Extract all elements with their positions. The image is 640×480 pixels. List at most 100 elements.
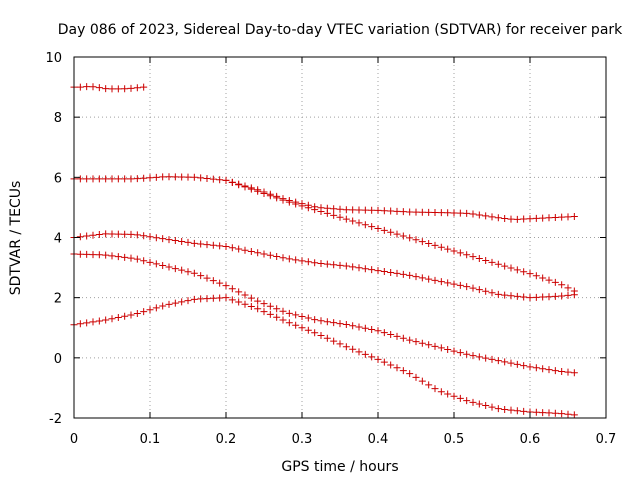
data-point [152,304,160,312]
x-tick-label: 0.6 [520,432,541,447]
data-point [127,311,135,319]
data-point [558,292,566,300]
data-point [89,83,97,91]
data-point [317,208,325,216]
data-point [146,258,154,266]
data-point [431,208,439,216]
data-point [197,295,205,303]
data-point [380,268,388,276]
data-point [178,173,186,181]
data-point [285,319,293,327]
data-point [368,206,376,214]
data-point [456,394,464,402]
data-point [469,398,477,406]
data-point [564,213,572,221]
data-point [488,355,496,363]
data-point [76,233,84,241]
data-point [165,300,173,308]
data-point [298,324,306,332]
data-point [102,85,110,93]
data-point [399,367,407,375]
data-point [431,276,439,284]
data-point [304,258,312,266]
data-point [235,298,243,306]
data-point [336,261,344,269]
data-point [304,326,312,334]
data-point [140,232,148,240]
data-point [475,286,483,294]
data-point [456,281,464,289]
data-point [539,214,547,222]
data-point [380,358,388,366]
data-point [418,238,426,246]
data-point [76,250,84,258]
data-point [355,206,363,214]
data-point [254,297,262,305]
data-point [342,343,350,351]
data-point [551,278,559,286]
data-point [89,231,97,239]
x-axis-label: GPS time / hours [281,459,398,475]
data-point [444,209,452,217]
data-point [108,175,116,183]
data-point [83,319,91,327]
data-point [114,175,122,183]
data-point [399,208,407,216]
data-point [450,247,458,255]
data-point [266,302,274,310]
data-point [95,84,103,92]
data-point [171,265,179,273]
data-point [374,327,382,335]
data-point [178,266,186,274]
data-point [558,367,566,375]
data-point [203,274,211,282]
data-point [203,174,211,182]
data-point [507,264,515,272]
data-point [501,214,509,222]
data-point [317,317,325,325]
data-point [222,282,230,290]
data-point [209,241,217,249]
data-point [108,252,116,260]
data-point [513,266,521,274]
data-point [482,256,490,264]
data-point [146,174,154,182]
data-point [304,314,312,322]
data-point [159,173,167,181]
data-point [355,219,363,227]
series-satellite-1 [70,83,148,93]
data-point [507,406,515,414]
data-point [463,283,471,291]
data-point [393,332,401,340]
y-tick-label: 6 [54,171,62,186]
data-point [558,410,566,418]
data-point [437,344,445,352]
data-point [444,390,452,398]
data-point [507,359,515,367]
data-point [545,276,553,284]
data-point [488,403,496,411]
data-point [387,207,395,215]
data-point [361,324,369,332]
data-point [108,85,116,93]
data-point [437,278,445,286]
data-point [121,253,129,261]
data-point [241,246,249,254]
data-point [393,364,401,372]
data-point [133,175,141,183]
data-point [545,409,553,417]
data-point [551,292,559,300]
data-point [108,315,116,323]
data-point [273,194,281,202]
data-point [165,173,173,181]
data-point [469,253,477,261]
data-point [292,311,300,319]
data-point [76,175,84,183]
data-point [102,230,110,238]
data-point [342,262,350,270]
data-point [190,239,198,247]
data-point [520,268,528,276]
y-tick-label: 4 [54,232,62,247]
data-point [374,267,382,275]
data-point [532,293,540,301]
